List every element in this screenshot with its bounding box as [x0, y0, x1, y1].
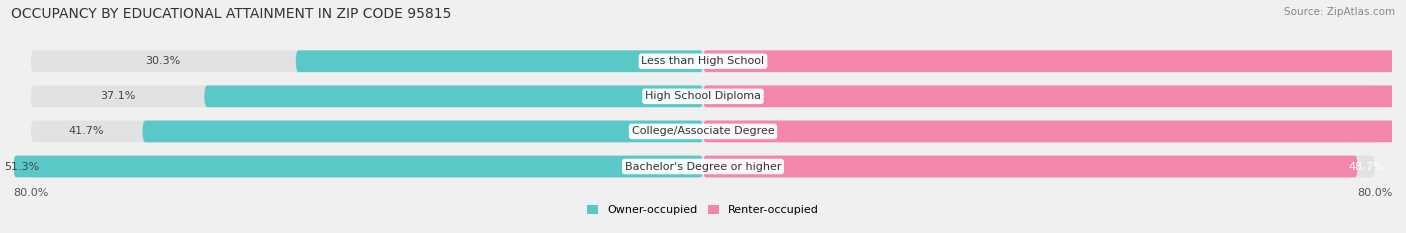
Text: 51.3%: 51.3% [4, 161, 39, 171]
FancyBboxPatch shape [703, 50, 1406, 72]
Text: OCCUPANCY BY EDUCATIONAL ATTAINMENT IN ZIP CODE 95815: OCCUPANCY BY EDUCATIONAL ATTAINMENT IN Z… [11, 7, 451, 21]
FancyBboxPatch shape [703, 86, 1406, 107]
Text: 80.0%: 80.0% [1357, 188, 1393, 198]
FancyBboxPatch shape [142, 120, 703, 142]
FancyBboxPatch shape [703, 156, 1358, 177]
FancyBboxPatch shape [14, 156, 703, 177]
Text: College/Associate Degree: College/Associate Degree [631, 127, 775, 137]
Text: Source: ZipAtlas.com: Source: ZipAtlas.com [1284, 7, 1395, 17]
Text: Bachelor's Degree or higher: Bachelor's Degree or higher [624, 161, 782, 171]
Text: Less than High School: Less than High School [641, 56, 765, 66]
Text: 37.1%: 37.1% [100, 91, 135, 101]
FancyBboxPatch shape [31, 50, 1375, 72]
Text: 48.7%: 48.7% [1348, 161, 1385, 171]
FancyBboxPatch shape [31, 86, 1375, 107]
Text: 30.3%: 30.3% [146, 56, 181, 66]
Text: 80.0%: 80.0% [13, 188, 49, 198]
FancyBboxPatch shape [31, 120, 1375, 142]
FancyBboxPatch shape [295, 50, 703, 72]
FancyBboxPatch shape [204, 86, 703, 107]
Legend: Owner-occupied, Renter-occupied: Owner-occupied, Renter-occupied [582, 201, 824, 220]
Text: High School Diploma: High School Diploma [645, 91, 761, 101]
FancyBboxPatch shape [31, 156, 1375, 177]
FancyBboxPatch shape [703, 120, 1406, 142]
Text: 41.7%: 41.7% [69, 127, 104, 137]
